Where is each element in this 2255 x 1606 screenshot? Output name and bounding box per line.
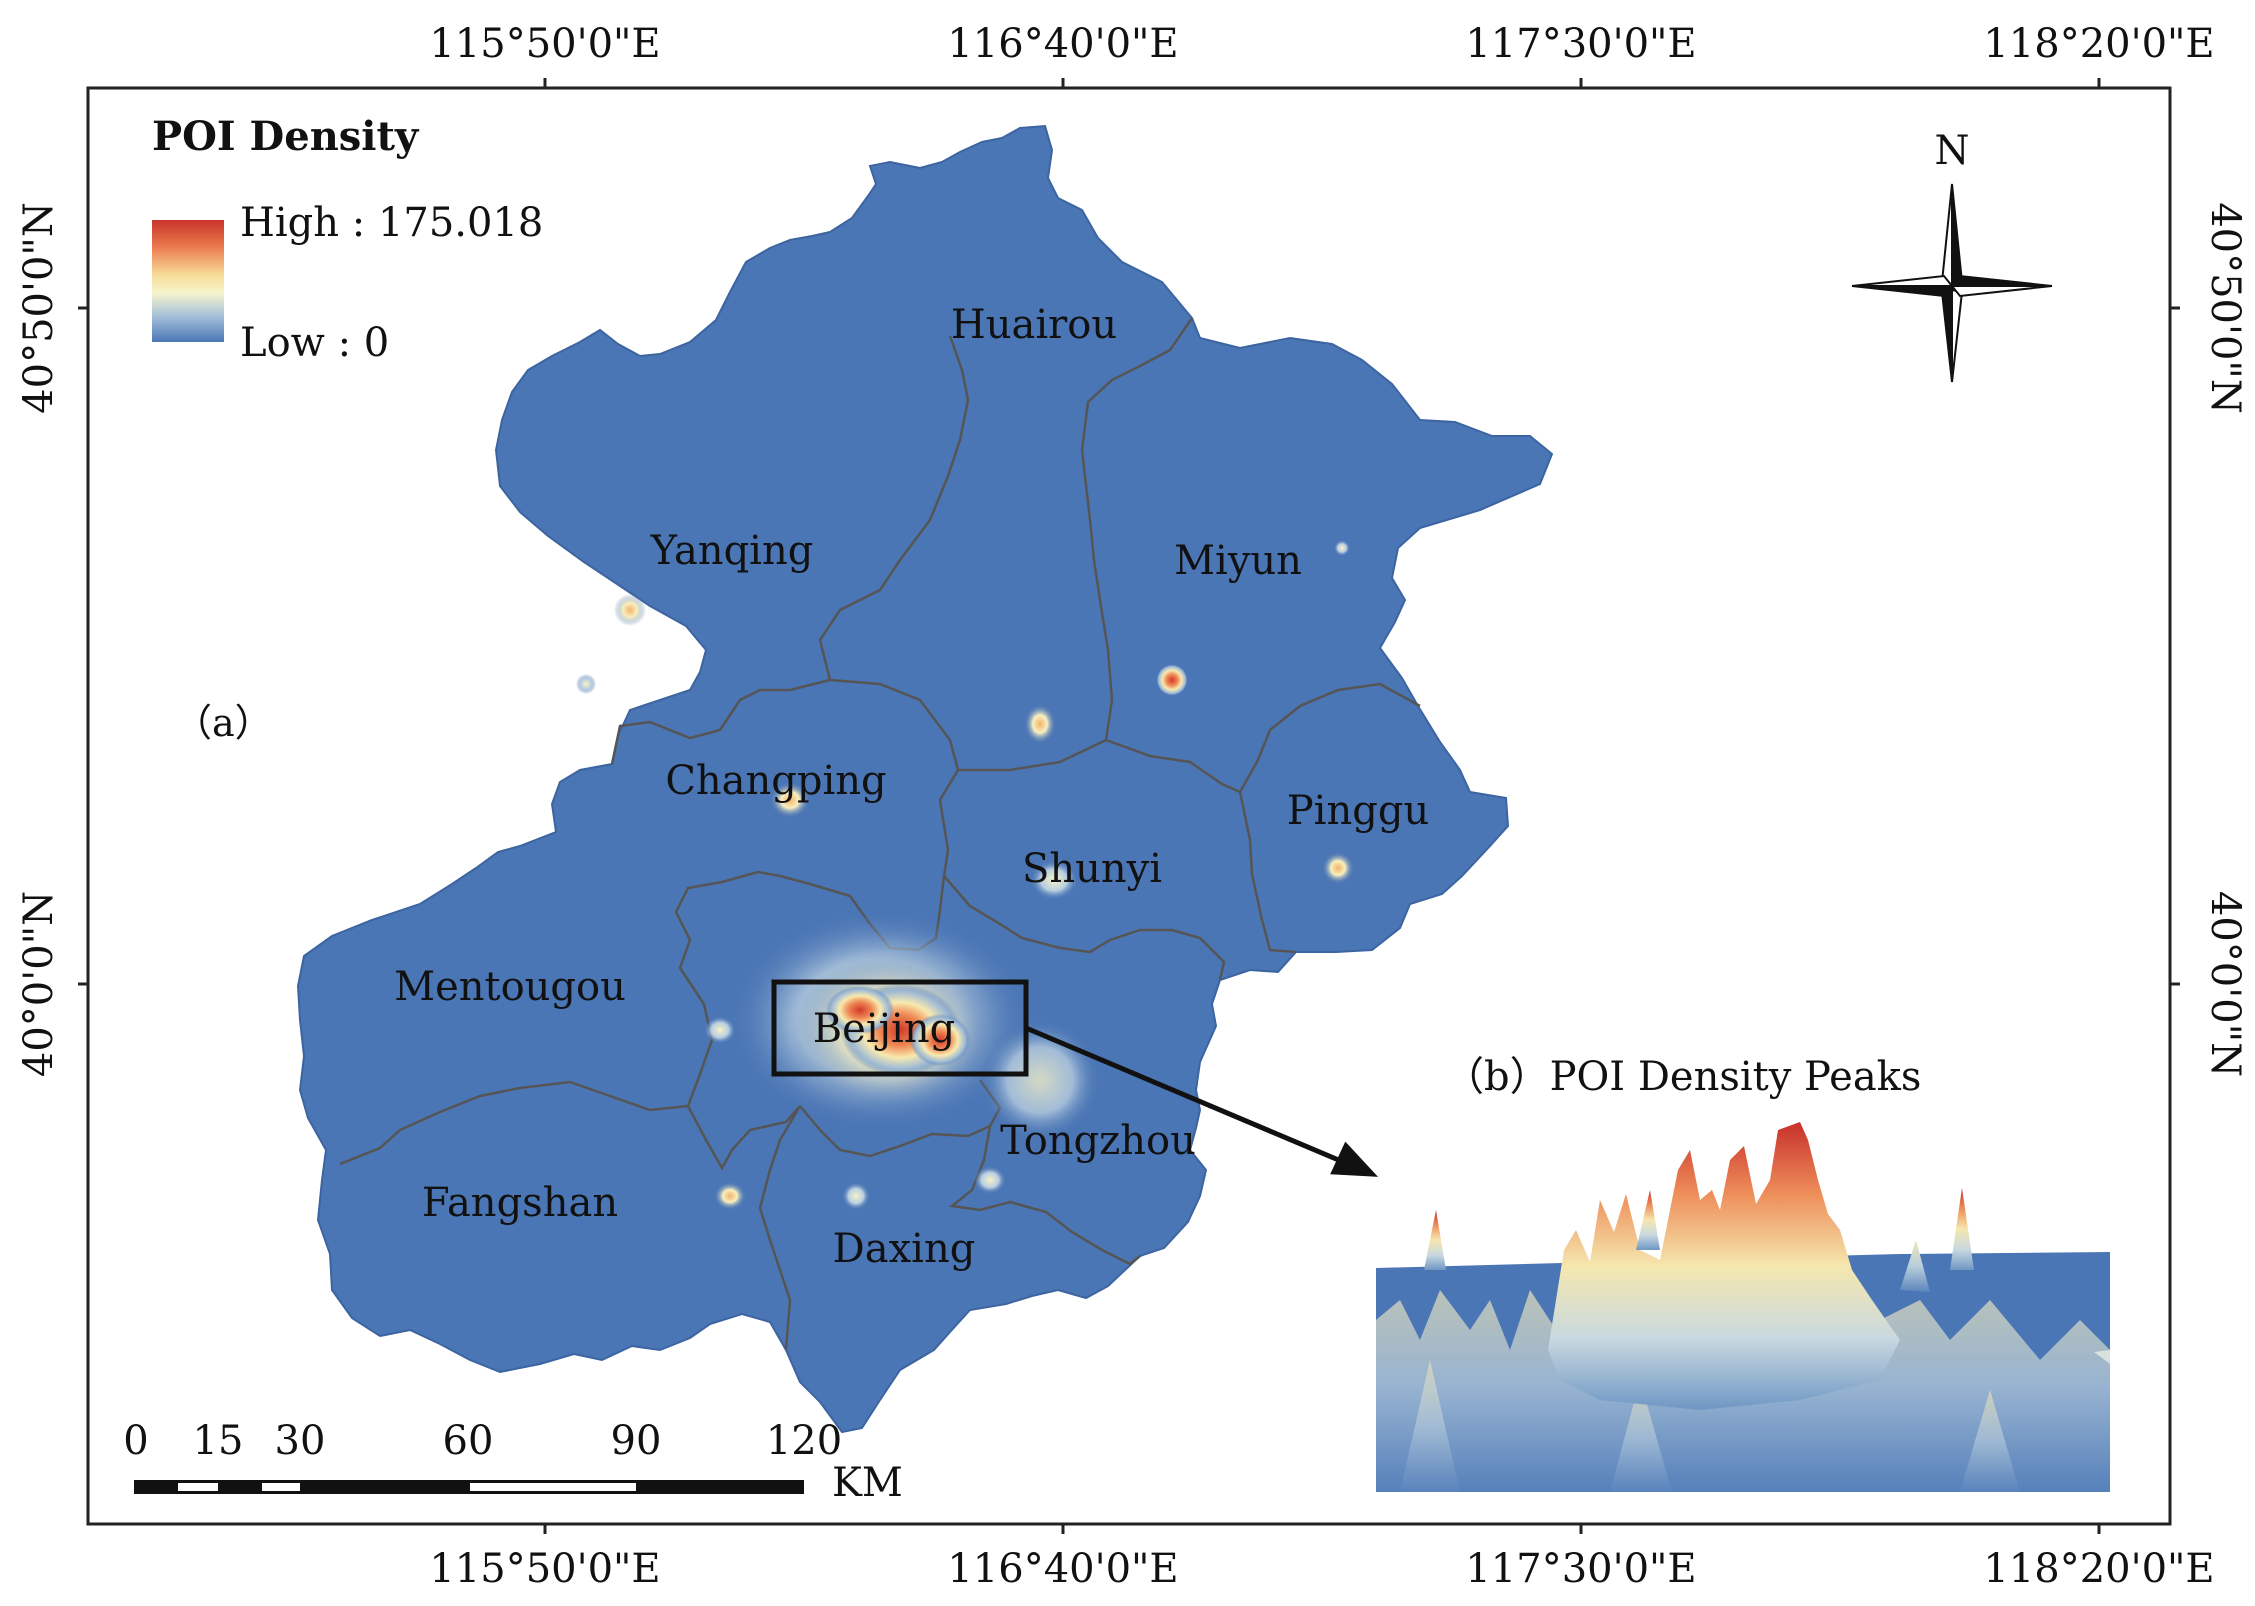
- district-label-tongzhou: Tongzhou: [1000, 1118, 1196, 1164]
- district-label-yanqing: Yanqing: [650, 528, 814, 574]
- legend-title: POI Density: [152, 113, 420, 160]
- svg-text:N: N: [1935, 128, 1970, 174]
- bottom-coord-label: 115°50'0"E: [429, 1546, 660, 1592]
- beijing-boundary: [296, 124, 1554, 1434]
- scale-tick-label: 60: [443, 1418, 494, 1464]
- panel-b-label: （b）POI Density Peaks: [1444, 1054, 1921, 1100]
- left-coord-label: 40°50'0"N: [16, 202, 62, 414]
- district-label-fangshan: Fangshan: [422, 1180, 618, 1226]
- right-coord-label: 40°50'0"N: [2202, 202, 2248, 414]
- district-label-miyun: Miyun: [1174, 538, 1302, 584]
- top-coord-label: 117°30'0"E: [1465, 21, 1696, 67]
- legend-color-ramp: [152, 220, 224, 342]
- legend-high-label: High : 175.018: [240, 200, 543, 246]
- district-label-daxing: Daxing: [833, 1226, 976, 1272]
- district-label-pinggu: Pinggu: [1287, 788, 1429, 834]
- bottom-coord-label: 116°40'0"E: [947, 1546, 1178, 1592]
- top-coord-label: 118°20'0"E: [1983, 21, 2214, 67]
- bottom-coord-label: 117°30'0"E: [1465, 1546, 1696, 1592]
- district-label-huairou: Huairou: [951, 302, 1117, 348]
- top-coord-label: 116°40'0"E: [947, 21, 1178, 67]
- bottom-coord-label: 118°20'0"E: [1983, 1546, 2214, 1592]
- legend-low-label: Low : 0: [240, 320, 389, 366]
- district-label-mentougou: Mentougou: [394, 964, 626, 1010]
- top-coord-label: 115°50'0"E: [429, 21, 660, 67]
- scale-tick-label: 15: [193, 1418, 244, 1464]
- density-peaks-panel: [1376, 1122, 2110, 1492]
- district-label-beijing: Beijing: [813, 1006, 955, 1052]
- district-label-shunyi: Shunyi: [1022, 846, 1162, 892]
- district-label-changping: Changping: [665, 758, 886, 804]
- scale-tick-label: 90: [611, 1418, 662, 1464]
- scale-unit-label: KM: [832, 1460, 903, 1506]
- panel-a-label: （a）: [174, 701, 273, 745]
- map-frame: [86, 86, 2172, 1526]
- inset-arrow: [1025, 1025, 1379, 1177]
- right-coord-label: 40°0'0"N: [2202, 891, 2248, 1077]
- top-ticks: [78, 78, 2180, 1534]
- scale-tick-label: 0: [123, 1418, 148, 1464]
- left-coord-label: 40°0'0"N: [16, 891, 62, 1077]
- scale-tick-label: 120: [766, 1418, 842, 1464]
- scale-bar: [134, 1480, 804, 1494]
- scale-tick-label: 30: [275, 1418, 326, 1464]
- compass-rose-icon: N: [1851, 128, 2053, 383]
